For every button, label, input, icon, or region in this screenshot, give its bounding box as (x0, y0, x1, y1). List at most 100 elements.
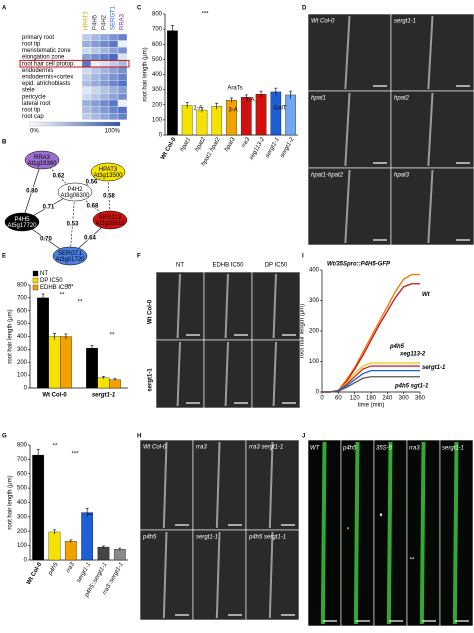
tissue-label: stele (22, 88, 35, 94)
y-tick-label: 300 (309, 298, 320, 304)
image-label: hpat1-hpat2 (311, 173, 344, 179)
bar (270, 91, 282, 136)
x-tick-label: hpat3 (224, 136, 237, 153)
heat-cell (117, 66, 128, 74)
heat-cell (117, 113, 128, 120)
heat-cell (108, 40, 119, 48)
scale-label: 100% (105, 129, 121, 135)
x-tick-label: Wt Col-0 (160, 136, 178, 161)
node (90, 162, 126, 182)
heat-cell (90, 47, 101, 54)
edge (69, 191, 76, 257)
bar (285, 94, 296, 136)
node (92, 210, 128, 230)
y-tick-label: 0 (24, 386, 28, 392)
root (427, 169, 434, 244)
heat-cell (81, 47, 92, 54)
heat-cell (81, 80, 92, 87)
node-id: At3g06300 (60, 193, 90, 199)
image-label: Wt Col-0 (143, 445, 167, 451)
heat-cell (99, 93, 110, 101)
root (215, 531, 221, 619)
x-tick-label: 60 (335, 396, 342, 402)
heat-cell (108, 47, 119, 54)
heat-cell (117, 80, 128, 87)
x-tick-label: sergt1-1 (92, 393, 116, 399)
x-tick-label: sergt1-1 (76, 562, 92, 584)
y-tick-label: 600 (152, 42, 163, 48)
y-tick-label: 400 (152, 72, 163, 78)
bar (81, 512, 94, 561)
column-label: DP IC50 (265, 263, 288, 269)
annotation: ** (110, 333, 115, 339)
y-tick-label: 600 (17, 308, 28, 314)
x-tick-label: 120 (350, 396, 361, 402)
series-label: xeg113-2 (399, 351, 426, 357)
panel-letter: H (137, 434, 141, 440)
y-tick-label: 300 (152, 87, 163, 93)
root (215, 441, 221, 529)
scale-bar (29, 121, 121, 127)
image-label: rra3 (409, 446, 420, 452)
node-id: At1g19360 (27, 161, 57, 167)
root (427, 15, 434, 90)
y-tick-label: 800 (17, 283, 28, 289)
image-label: sergt1-1 (394, 19, 416, 25)
bar (97, 546, 110, 561)
heat-cell (81, 106, 92, 114)
bar (48, 336, 61, 389)
gene-label: SERGT1 (111, 5, 117, 30)
highlight (19, 59, 130, 68)
column-label: NT (176, 263, 184, 269)
column-label: EDHB IC50 (212, 263, 244, 269)
bar (60, 336, 72, 389)
series-label: Wt/35Spro::P4H5-GFP (327, 262, 391, 268)
root (320, 441, 327, 625)
x-axis-label: time (min) (358, 403, 385, 409)
heat-cell (99, 86, 110, 94)
annotation: AraTs (227, 86, 242, 92)
y-tick-label: 200 (152, 102, 163, 108)
y-tick-label: 100 (17, 543, 28, 549)
marker: ** (410, 558, 415, 564)
y-tick-label: 400 (309, 268, 320, 274)
heat-cell (117, 33, 128, 41)
heat-cell (108, 33, 119, 41)
bar (109, 379, 121, 389)
heat-cell (99, 60, 110, 68)
heat-cell (81, 99, 92, 107)
image-label: hpat3 (394, 173, 410, 179)
edge-label: 0.68 (87, 204, 99, 210)
y-axis-label: root hair length (μm) (143, 47, 149, 101)
y-tick-label: 600 (17, 471, 28, 477)
series-label: p4h5 (389, 344, 405, 350)
heat-cell (117, 73, 128, 81)
x-tick-label: Wt Col-0 (42, 393, 67, 399)
edge-label: 0.53 (67, 222, 79, 228)
heat-cell (90, 113, 101, 120)
row-label: Wt Col-0 (148, 299, 154, 324)
panel-letter: I (302, 254, 304, 260)
y-tick-label: 500 (17, 486, 28, 492)
image-label: p4h5 (142, 535, 157, 541)
scale-label: 0% (30, 129, 39, 135)
x-tick-label: 300 (399, 396, 410, 402)
heat-cell (90, 93, 101, 101)
annotation: ** (88, 514, 93, 520)
heat-cell (108, 99, 119, 107)
y-tick-label: 200 (17, 529, 28, 535)
heat-cell (108, 113, 119, 120)
legend-swatch (32, 284, 39, 291)
tissue-label: meristematic zone (22, 48, 71, 54)
bar (226, 100, 237, 136)
heat-cell (90, 106, 101, 114)
root (344, 169, 351, 244)
image-label: sergt1-1 (442, 446, 464, 452)
y-tick-label: 0 (159, 133, 163, 139)
x-tick-label: sergt1-2 (280, 136, 297, 159)
root (452, 441, 459, 625)
heat-cell (90, 86, 101, 94)
y-tick-label: 700 (17, 457, 28, 463)
node-name: XEG113 (99, 215, 122, 221)
